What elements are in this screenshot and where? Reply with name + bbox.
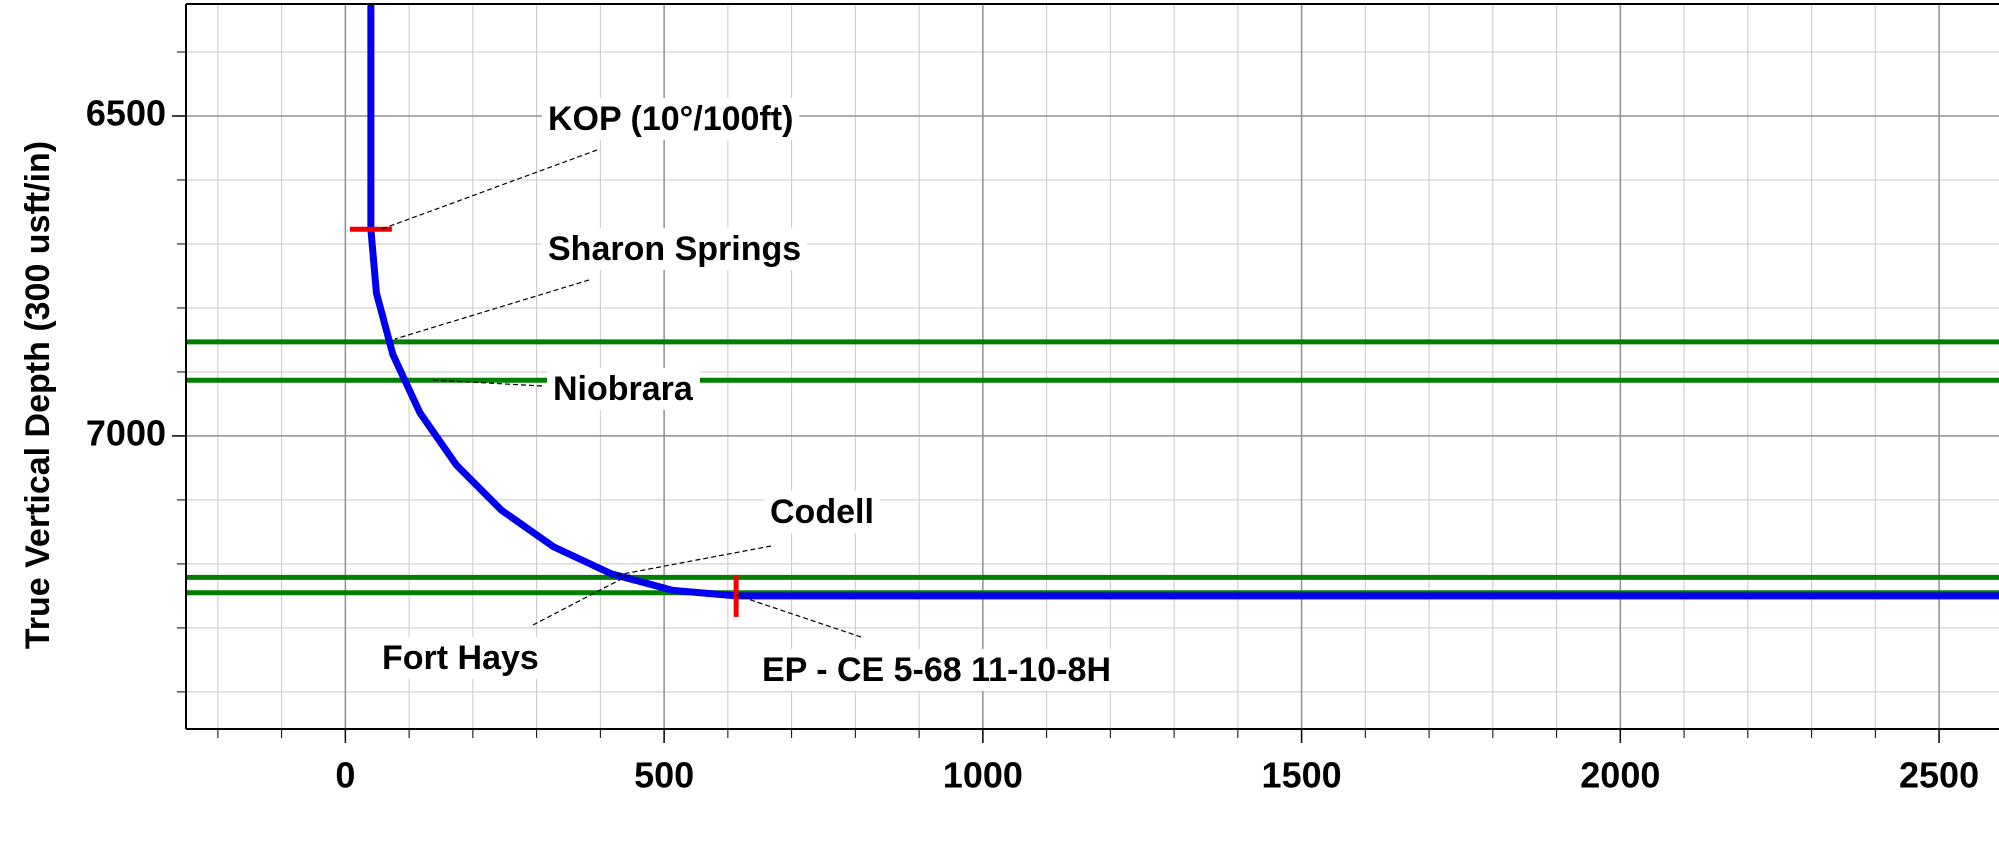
x-tick-label: 2500 [1899,755,1979,796]
label-background [376,636,545,679]
x-tick-label: 2000 [1580,755,1660,796]
leader-line [432,379,543,387]
leader-line [532,573,632,626]
label-background [547,367,700,410]
annotations: KOP (10°/100ft) Sharon Springs Niobrara Cod… [376,97,1117,691]
y-axis-label: True Vertical Depth (300 usft/in) [19,141,57,649]
annotation-label: Fort Hays [382,639,539,677]
x-tick-label: 1000 [943,755,1023,796]
x-tick-label: 0 [335,755,355,796]
annotation-label: KOP (10°/100ft) [548,100,793,138]
annotation-label: EP - CE 5-68 11-10-8H [762,651,1111,689]
axes: 0 500 1000 1500 2000 2500 6500 7000 [86,3,1999,796]
plot-area [186,4,1999,617]
leader-line [381,149,598,230]
annotation-label: Codell [770,493,874,531]
leader-line [394,279,590,340]
annotation-label: Niobrara [553,370,694,408]
grid [186,4,1999,729]
label-background [542,97,800,140]
label-background [764,490,880,533]
leader-line [611,545,772,577]
x-tick-label: 1500 [1262,755,1342,796]
label-background [756,648,1117,691]
leader-line [735,594,862,638]
annotation-label: Sharon Springs [548,230,801,268]
well-path [367,4,1999,600]
x-tick-label: 500 [634,755,694,796]
label-background [542,227,808,270]
y-tick-label: 7000 [86,412,166,453]
y-tick-label: 6500 [86,92,166,133]
